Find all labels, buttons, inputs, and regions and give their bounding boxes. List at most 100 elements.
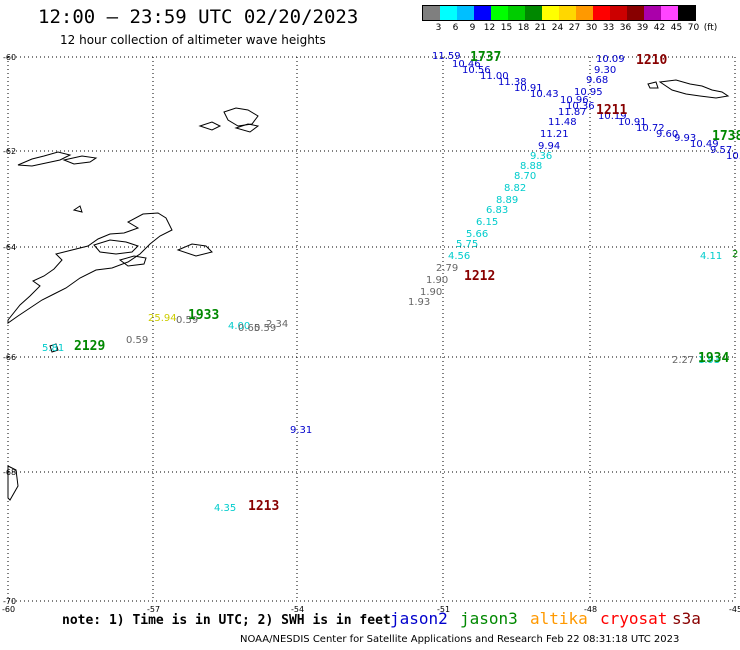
coastline-island-j (647, 81, 659, 89)
pass-time-label: 1738 (712, 129, 740, 144)
wave-height-label: 9.31 (290, 425, 313, 436)
map-subtitle: 12 hour collection of altimeter wave hei… (60, 33, 326, 47)
wave-height-label: 9.30 (594, 65, 617, 76)
coastline-island-a (93, 239, 139, 255)
wave-height-label: 1.90 (426, 275, 449, 286)
pass-time-label: 1211 (596, 103, 628, 118)
legend-swatch (576, 6, 593, 20)
legend-label: 15 (500, 23, 513, 33)
legend-swatch (661, 6, 678, 20)
lon-label: -57 (147, 605, 160, 614)
wave-height-label: 6.15 (476, 217, 499, 228)
map-title: 12:00 – 23:59 UTC 02/20/2023 (38, 6, 359, 28)
lon-label: -45 (729, 605, 740, 614)
wave-height-label: 10.91 (514, 83, 543, 94)
wave-height-label: 11.00 (480, 71, 509, 82)
color-scale-legend: 3 6 9 12 15 18 21 24 27 30 33 36 39 42 45 70 (ft) (422, 5, 717, 35)
wave-height-label: 0.65 (238, 323, 261, 334)
axis-labels: -60-62-64-66-68-70-60 -57 -54 -51 -48 -45 (2, 53, 740, 614)
legend-unit: (ft) (703, 23, 718, 33)
mission-label: altika (530, 609, 588, 628)
coastline-peninsula (7, 212, 173, 324)
lon-label: -60 (2, 605, 15, 614)
legend-swatch (491, 6, 508, 20)
legend-label: 27 (568, 23, 581, 33)
coastline-south-orkney (658, 79, 730, 99)
wave-height-label: 4.11 (700, 251, 723, 262)
pass-time-label: 1212 (464, 269, 496, 284)
pass-time-label: 1213 (248, 499, 280, 514)
wave-height-label: 2.27 (672, 355, 695, 366)
legend-label: 30 (585, 23, 598, 33)
wave-height-label: 10.49 (690, 139, 719, 150)
coastline-island-c (17, 151, 72, 167)
coastline-island-l (49, 343, 59, 353)
wave-height-label: 11.21 (540, 129, 569, 140)
wave-height-label: 5.81 (42, 343, 65, 354)
wave-height-label: 9.68 (586, 75, 609, 86)
wave-height-label: 8.89 (496, 195, 519, 206)
wave-height-label: 10.36 (566, 101, 595, 112)
wave-height-label: 6.83 (486, 205, 509, 216)
pass-time-label: 1933 (188, 308, 220, 323)
wave-height-label: 10.56 (462, 65, 491, 76)
wave-height-label: 1.90 (420, 287, 443, 298)
wave-height-label: 9.36 (530, 151, 553, 162)
legend-swatch (610, 6, 627, 20)
coastline-island-h (198, 121, 222, 131)
pass-time-label: 1210 (636, 53, 668, 68)
wave-height-label: 10.46 (452, 59, 481, 70)
wave-height-label: 11.87 (558, 107, 587, 118)
wave-height-label: 2.34 (266, 319, 289, 330)
legend-swatch (423, 6, 440, 20)
lat-label: -64 (3, 243, 16, 252)
wave-height-label: 1.93 (408, 297, 431, 308)
coastline-island-b (118, 255, 147, 267)
legend-swatch (644, 6, 661, 20)
wave-height-label: 0.59 (126, 335, 149, 346)
coastline-island-g (234, 123, 260, 133)
wave-height-label: 4.00 (228, 321, 251, 332)
legend-swatch (678, 6, 695, 20)
legend-swatch (440, 6, 457, 20)
legend-label: 9 (469, 23, 476, 33)
legend-swatch (559, 6, 576, 20)
wave-height-label: 11.59 (432, 51, 461, 62)
wave-height-label: 10.09 (596, 54, 625, 65)
wave-height-label: 9.93 (674, 133, 697, 144)
graticule (7, 56, 736, 602)
wave-height-label: 4.56 (448, 251, 471, 262)
legend-label: 45 (670, 23, 683, 33)
legend-label: 39 (636, 23, 649, 33)
wave-height-label: 10.72 (636, 123, 665, 134)
coastline-island-e (176, 243, 213, 257)
wave-height-label: 10.19 (598, 111, 627, 122)
mission-label: jason3 (460, 609, 518, 628)
legend-swatch (508, 6, 525, 20)
lat-label: -66 (3, 353, 16, 362)
legend-label: 33 (602, 23, 615, 33)
legend-label: 6 (452, 23, 459, 33)
wave-height-label: 0.59 (254, 323, 277, 334)
legend-label: 18 (517, 23, 530, 33)
legend-label: 36 (619, 23, 632, 33)
wave-height-label: 2.79 (436, 263, 459, 274)
wave-height-label: 9.94 (538, 141, 561, 152)
wave-height-label: 25.94 (148, 313, 177, 324)
pass-time-label: 2129 (74, 339, 106, 354)
legend-label: 3 (435, 23, 442, 33)
wave-height-label: 9.57 (710, 145, 733, 156)
wave-height-label: 8.70 (514, 171, 537, 182)
coastline-island-k (7, 465, 19, 501)
legend-swatch (627, 6, 644, 20)
legend-label: 12 (483, 23, 496, 33)
wave-height-label: 4.35 (214, 503, 237, 514)
legend-swatch (474, 6, 491, 20)
wave-height-label: 10.43 (530, 89, 559, 100)
lon-label: -51 (437, 605, 450, 614)
legend-label: 21 (534, 23, 547, 33)
wave-height-label: 11.48 (548, 117, 577, 128)
coastline-island-i (72, 205, 83, 213)
